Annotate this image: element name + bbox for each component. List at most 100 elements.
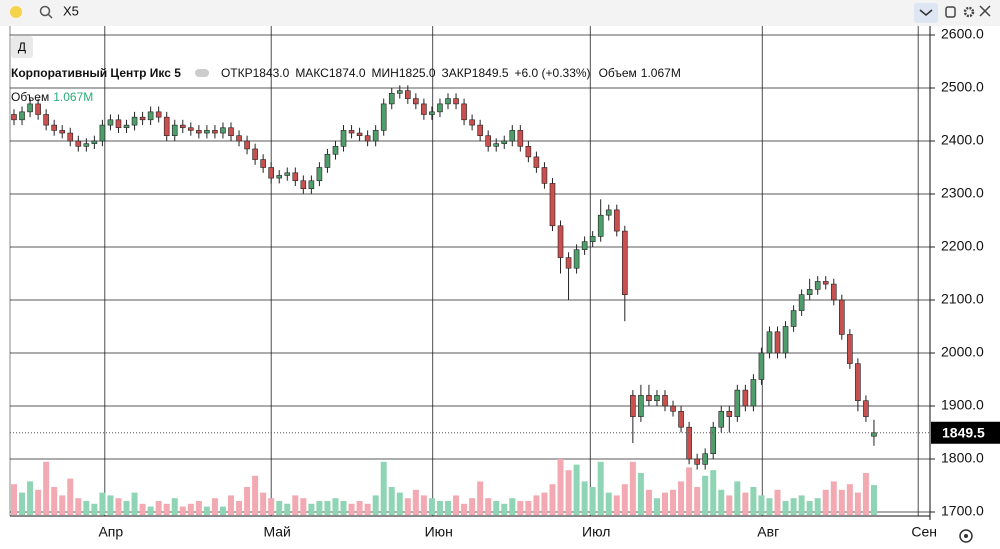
candle-body [163,116,170,137]
volume-bar [517,501,524,515]
volume-bar [485,498,492,515]
volume-bar [846,484,853,515]
search-icon[interactable] [39,5,51,17]
ohlc-key: МИН [371,66,399,80]
settings-button[interactable] [963,6,975,18]
period-button[interactable]: Д [11,36,33,58]
candle-body [782,326,789,354]
volume-bar [356,501,363,515]
candle-body [123,124,130,129]
visibility-toggle[interactable] [194,69,209,77]
candle-body [525,146,532,158]
candle-body [292,172,299,182]
volume-bar [252,475,259,515]
volume-bar [99,492,106,515]
volume-bar [798,495,805,515]
candle-body [678,410,684,428]
candle-body [212,130,218,134]
axis-labels: 1700.0 1800.0 1900.0 2000.0 2100.0 2200.0 2300… [10,26,1000,540]
close-button[interactable] [979,5,991,17]
candle-body [372,130,379,142]
candle-body [541,167,548,184]
volume-bar [854,492,861,515]
volume-title: Объем [11,90,50,104]
candle-body [871,432,877,437]
candle-body [91,140,98,144]
collapse-button[interactable] [914,3,938,23]
volume-bar [774,489,781,515]
volume-bar [67,478,74,515]
candle-body [509,130,516,142]
candle-body [702,453,708,465]
search-text[interactable]: X5 [63,3,79,18]
legend: Корпоративный Центр Икс 5 ОТКР1843.0 МАКС… [11,66,681,80]
candle-body [43,114,49,126]
ohlc-item: ЗАКР1849.5 [442,66,509,80]
volume-bar [870,485,877,515]
y-tick-label: 1800.0 [941,450,984,466]
candle-body [204,130,210,134]
window-button[interactable] [945,6,956,18]
grid [10,26,930,516]
volume-bar [147,506,154,515]
volume-bar [750,487,757,515]
candle-body [59,130,66,134]
x-tick-label: Сен [911,524,937,540]
search-icon [47,13,53,19]
volume-bar [806,501,813,515]
candle-body [565,257,572,269]
candle-body [654,395,660,401]
volume-bar [830,481,837,515]
candle-body [670,405,676,412]
candle-body [822,281,829,285]
candle-body [364,135,371,142]
chart-settings[interactable] [959,529,973,543]
volume-bar [790,498,797,515]
candle-body [622,230,628,296]
candle-body [742,389,749,407]
volume-bar [605,492,612,515]
x-tick-label: Июн [425,524,453,540]
volume-bar [171,498,178,515]
volume-bar [734,481,741,515]
volume-bar [645,489,652,515]
volume-bar [332,498,339,515]
candle-body [188,127,194,131]
candle-body [300,180,307,189]
last-price-box [931,421,1000,444]
ohlc-text: 1843.0 [252,66,290,80]
volume-bar [324,501,331,515]
volume-bar [589,487,596,515]
chevron [919,9,933,16]
candle-body [260,159,266,168]
volume-bar [493,501,500,515]
volume-bar [621,484,628,515]
y-tick-label: 2400.0 [941,132,984,148]
candle-body [171,124,178,136]
volume-bar [404,498,411,515]
candle-body [814,281,821,290]
volume-bar [629,461,636,515]
volume-bar [782,501,789,515]
candle-body [847,334,853,364]
volume-bar [340,501,347,515]
candle-body [324,153,331,168]
candle-body [155,111,162,118]
x-tick-label: Авг [757,524,779,540]
volume-bar [501,503,508,515]
candle-body [549,183,556,227]
candle-body [855,363,861,402]
candle-body [75,140,82,147]
chart-settings-dot [964,534,968,538]
volume-bar [862,473,869,515]
ohlc-text: 1874.0 [328,66,366,80]
volume-bar [573,464,580,515]
candle-body [790,310,797,327]
candle-body [332,146,339,155]
volume-bar [91,503,98,515]
volume-title: Объем [598,66,637,80]
volume-bar [453,495,460,515]
volume-bar [43,461,50,515]
status-dot [10,6,22,18]
volume-bar [187,503,194,515]
